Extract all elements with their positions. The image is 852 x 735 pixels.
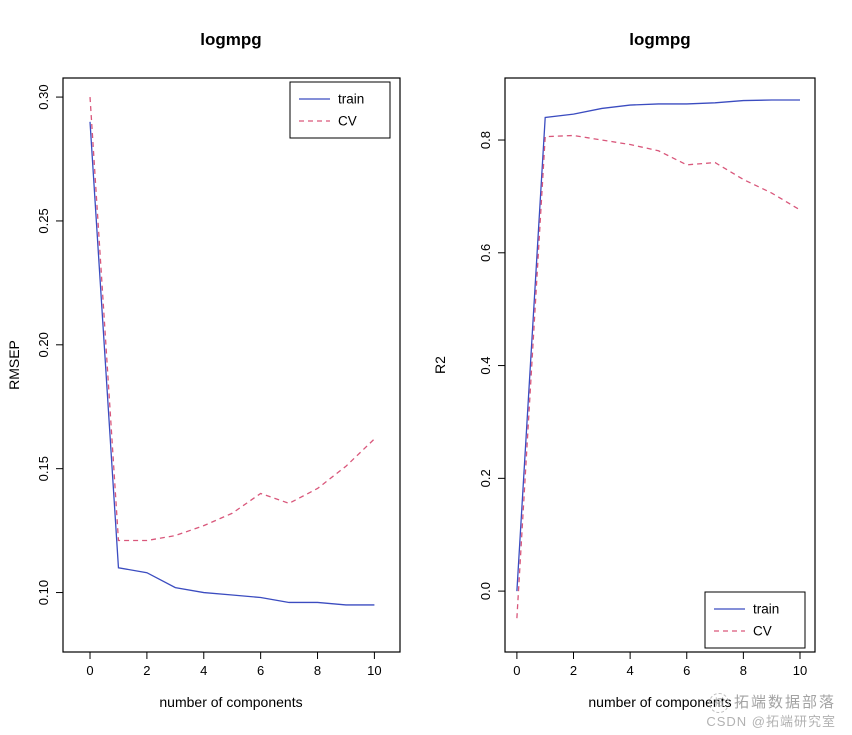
watermark-logo-icon: 拓 bbox=[708, 693, 729, 714]
plot-box bbox=[504, 77, 816, 653]
watermark-brand-row: 拓 拓端数据部落 bbox=[706, 693, 836, 714]
x-tick-label: 4 bbox=[627, 663, 634, 678]
legend-entry-label: train bbox=[753, 602, 779, 617]
y-tick-label: 0.15 bbox=[36, 456, 51, 481]
watermark: 拓 拓端数据部落 CSDN @拓端研究室 bbox=[706, 693, 836, 731]
watermark-credit-text: CSDN @拓端研究室 bbox=[706, 714, 836, 730]
y-tick-label: 0.0 bbox=[478, 582, 493, 600]
legend-box bbox=[289, 81, 391, 139]
right-chart-ylabel: R2 bbox=[432, 356, 448, 374]
y-tick-label: 0.2 bbox=[478, 469, 493, 487]
series-line-train bbox=[89, 121, 375, 606]
series-line-CV bbox=[89, 97, 375, 542]
legend-entry-label: CV bbox=[338, 114, 357, 129]
right-chart-xlabel: number of components bbox=[588, 694, 732, 710]
y-tick-label: 0.20 bbox=[36, 332, 51, 357]
watermark-brand-text: 拓端数据部落 bbox=[733, 694, 836, 712]
x-tick-label: 10 bbox=[793, 663, 807, 678]
x-tick-label: 0 bbox=[513, 663, 520, 678]
y-tick-label: 0.6 bbox=[478, 244, 493, 262]
x-tick-label: 8 bbox=[314, 663, 321, 678]
x-tick-label: 6 bbox=[683, 663, 690, 678]
x-tick-label: 4 bbox=[200, 663, 207, 678]
x-tick-label: 2 bbox=[570, 663, 577, 678]
x-tick-label: 2 bbox=[143, 663, 150, 678]
x-tick-label: 8 bbox=[740, 663, 747, 678]
left-chart-xlabel: number of components bbox=[159, 694, 303, 710]
x-tick-label: 6 bbox=[257, 663, 264, 678]
series-line-train bbox=[516, 99, 800, 592]
series-line-CV bbox=[516, 134, 801, 619]
y-tick-label: 0.4 bbox=[478, 357, 493, 375]
y-tick-label: 0.10 bbox=[36, 580, 51, 605]
legend-box bbox=[704, 591, 806, 649]
x-tick-label: 10 bbox=[367, 663, 381, 678]
left-chart-ylabel: RMSEP bbox=[6, 340, 22, 390]
y-tick-label: 0.8 bbox=[478, 131, 493, 149]
x-tick-label: 0 bbox=[86, 663, 93, 678]
left-chart-title: logmpg bbox=[200, 30, 262, 49]
right-chart-title: logmpg bbox=[629, 30, 691, 49]
y-tick-label: 0.25 bbox=[36, 208, 51, 233]
legend-entry-label: CV bbox=[753, 624, 772, 639]
legend-entry-label: train bbox=[338, 92, 364, 107]
y-tick-label: 0.30 bbox=[36, 84, 51, 109]
plot-box bbox=[62, 77, 401, 653]
